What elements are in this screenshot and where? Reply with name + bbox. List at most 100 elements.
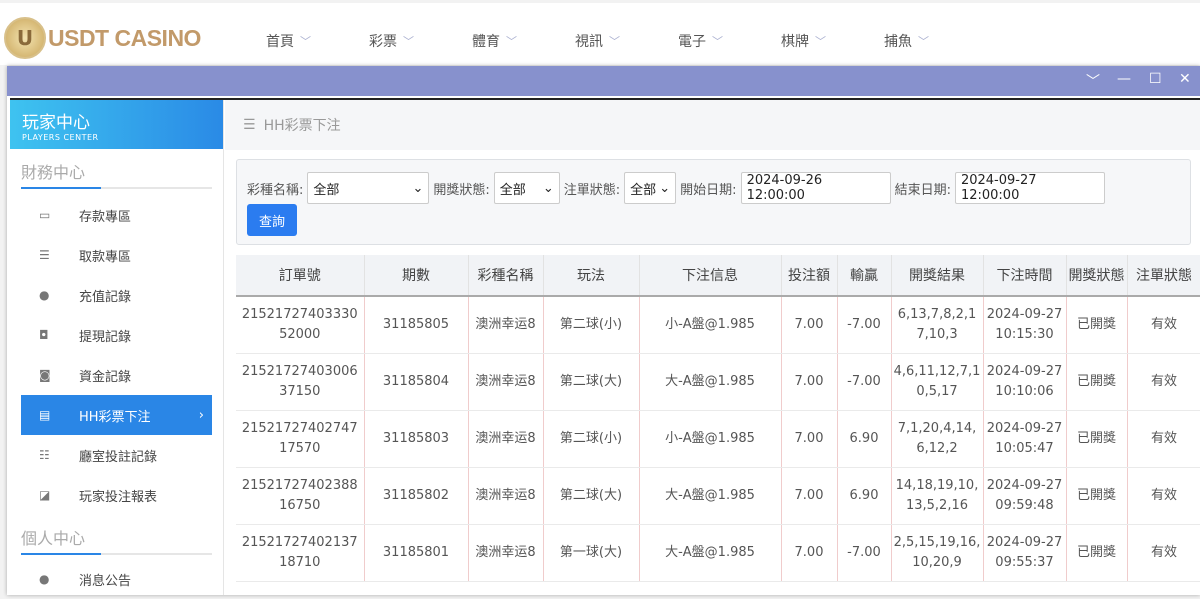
nav-sports[interactable]: 體育 ﹀ [472, 31, 575, 51]
bullet-list-icon: ☷ [39, 448, 50, 462]
table-cell: 已開獎 [1066, 467, 1128, 525]
table-cell: 澳洲幸运8 [468, 353, 544, 411]
breadcrumb: ☰ HH彩票下注 [225, 100, 1200, 150]
nav-home[interactable]: 首頁 ﹀ [266, 31, 369, 51]
table-header: 訂單號 期數 彩種名稱 玩法 下注信息 投注額 輸贏 開獎結果 下注時間 開獎狀態 注單狀態 [236, 255, 1200, 297]
start-date-value: 2024-09-26 12:00:00 [746, 173, 823, 203]
chevron-down-icon: ﹀ [815, 35, 826, 48]
table-cell: 大-A盤@1.985 [639, 353, 782, 411]
sidebar: 玩家中心 PLAYERS CENTER 財務中心 ▭ 存款專區 ☰ 取款專區 ● 充值… [10, 100, 224, 595]
table-cell: 第二球(小) [543, 410, 640, 468]
sidebar-item-label: 提現記錄 [79, 329, 132, 345]
table-cell: 大-A盤@1.985 [639, 467, 782, 525]
close-icon[interactable]: ✕ [1179, 71, 1191, 87]
nav-fishing[interactable]: 捕魚 ﹀ [884, 31, 987, 51]
bet-status-select[interactable]: 全部 ⌄ [624, 172, 677, 204]
draw-status-label: 開獎狀態: [433, 182, 490, 198]
nav-label: 捕魚 [884, 34, 912, 50]
nav-live[interactable]: 視訊 ﹀ [575, 31, 678, 51]
sidebar-item-label: 消息公告 [79, 573, 132, 589]
nav-label: 視訊 [575, 34, 603, 50]
main-nav: 首頁 ﹀ 彩票 ﹀ 體育 ﹀ 視訊 ﹀ 電子 ﹀ 棋牌 ﹀ 捕魚 ﹀ [266, 31, 987, 51]
table-row: 2152172740213718710 31185801 澳洲幸运8 第一球(大) 大-… [236, 524, 1200, 582]
nav-lottery[interactable]: 彩票 ﹀ [369, 31, 472, 51]
column-header: 彩種名稱 [468, 255, 544, 297]
table-row: 2152172740274717570 31185803 澳洲幸运8 第二球(小) 小-… [236, 410, 1200, 468]
start-date-label: 開始日期: [680, 182, 737, 198]
table-cell: 6.90 [837, 410, 892, 468]
table-cell: 31185801 [364, 524, 469, 582]
table-cell: 31185805 [364, 296, 469, 354]
table-cell: 第二球(大) [543, 467, 640, 525]
minimize-icon[interactable]: — [1117, 71, 1131, 87]
table-row: 2152172740300637150 31185804 澳洲幸运8 第二球(大) 大-… [236, 353, 1200, 411]
nav-label: 首頁 [266, 34, 294, 50]
sidebar-title: 玩家中心 [22, 113, 90, 133]
logo-badge-icon: U [4, 17, 46, 59]
menu-icon[interactable]: ☰ [243, 117, 256, 133]
card-icon: ▭ [39, 208, 51, 222]
table-cell: 2024-09-27 10:15:30 [983, 296, 1067, 354]
sidebar-item-deposit[interactable]: ▭ 存款專區 [21, 195, 212, 235]
chevron-down-icon: ⌄ [659, 180, 671, 196]
sidebar-item-recharge-records[interactable]: ● 充值記錄 [21, 275, 212, 315]
maximize-icon[interactable]: ☐ [1149, 71, 1162, 87]
sidebar-item-announcements[interactable]: ● 消息公告 [21, 559, 212, 599]
table-cell: 7.00 [781, 296, 838, 354]
sidebar-item-fund-records[interactable]: ◙ 資金記錄 [21, 355, 212, 395]
money-bag-icon: ● [39, 288, 50, 302]
start-date-input[interactable]: 2024-09-26 12:00:00 [740, 172, 891, 204]
query-button[interactable]: 查詢 [247, 204, 297, 236]
table-cell: 澳洲幸运8 [468, 467, 544, 525]
table-cell: 7.00 [781, 467, 838, 525]
nav-cards[interactable]: 棋牌 ﹀ [781, 31, 884, 51]
draw-status-value: 全部 [499, 182, 526, 198]
breadcrumb-current: HH彩票下注 [263, 118, 341, 134]
table-cell: 2152172740300637150 [236, 353, 365, 411]
chevron-down-icon: ﹀ [403, 35, 414, 48]
sidebar-item-label: HH彩票下注 [79, 409, 151, 425]
nav-label: 棋牌 [781, 34, 809, 50]
site-header: U USDT CASINO 首頁 ﹀ 彩票 ﹀ 體育 ﹀ 視訊 ﹀ 電子 ﹀ 棋牌 ﹀ 捕魚… [0, 3, 1200, 65]
table-cell: 6,13,7,8,2,17,10,3 [891, 296, 984, 354]
sidebar-item-label: 廳室投註記錄 [79, 449, 158, 465]
chevron-down-icon: ﹀ [506, 35, 517, 48]
main-content: ☰ HH彩票下注 彩種名稱: 全部 ⌄ 開獎狀態: 全部 ⌄ 注單狀態: 全部 ⌄ 開始… [225, 100, 1200, 595]
table-cell: 已開獎 [1066, 410, 1128, 468]
sidebar-item-bet-report[interactable]: ◪ 玩家投注報表 [21, 475, 212, 515]
logo[interactable]: U USDT CASINO [4, 17, 201, 59]
table-cell: 2152172740238816750 [236, 467, 365, 525]
chevron-down-icon: ﹀ [609, 35, 620, 48]
table-cell: 6.90 [837, 467, 892, 525]
column-header: 輸贏 [837, 255, 892, 297]
draw-status-select[interactable]: 全部 ⌄ [493, 172, 560, 204]
table-cell: -7.00 [837, 524, 892, 582]
sidebar-item-label: 取款專區 [79, 249, 132, 265]
table-cell: 31185802 [364, 467, 469, 525]
table-cell: 2024-09-27 10:10:06 [983, 353, 1067, 411]
column-header: 注單狀態 [1127, 255, 1200, 297]
end-date-label: 結束日期: [894, 182, 951, 198]
sidebar-item-withdraw[interactable]: ☰ 取款專區 [21, 235, 212, 275]
window-titlebar[interactable]: ﹀ — ☐ ✕ [7, 66, 1200, 96]
chevron-down-icon: ﹀ [712, 35, 723, 48]
collapse-icon[interactable]: ﹀ [1086, 74, 1100, 90]
table-cell: 小-A盤@1.985 [639, 296, 782, 354]
sidebar-item-label: 存款專區 [79, 209, 132, 225]
table-cell: 14,18,19,10,13,5,2,16 [891, 467, 984, 525]
section-personal: 個人中心 [21, 523, 212, 555]
bet-status-label: 注單狀態: [563, 182, 621, 198]
end-date-input[interactable]: 2024-09-27 12:00:00 [954, 172, 1105, 204]
table-cell: 31185804 [364, 353, 469, 411]
section-finance: 財務中心 [21, 157, 212, 189]
sidebar-item-withdraw-records[interactable]: ◘ 提現記錄 [21, 315, 212, 355]
column-header: 開獎結果 [891, 255, 984, 297]
table-cell: 2024-09-27 09:55:37 [983, 524, 1067, 582]
sidebar-item-hh-lottery-bets[interactable]: ▤ HH彩票下注 › [21, 395, 212, 435]
nav-slots[interactable]: 電子 ﹀ [678, 31, 781, 51]
lottery-select[interactable]: 全部 ⌄ [307, 172, 430, 204]
nav-label: 彩票 [369, 34, 397, 50]
sidebar-item-hall-bet-records[interactable]: ☷ 廳室投註記錄 [21, 435, 212, 475]
chart-icon: ◪ [39, 488, 51, 502]
table-row: 2152172740333052000 31185805 澳洲幸运8 第二球(小) 小-… [236, 296, 1200, 354]
